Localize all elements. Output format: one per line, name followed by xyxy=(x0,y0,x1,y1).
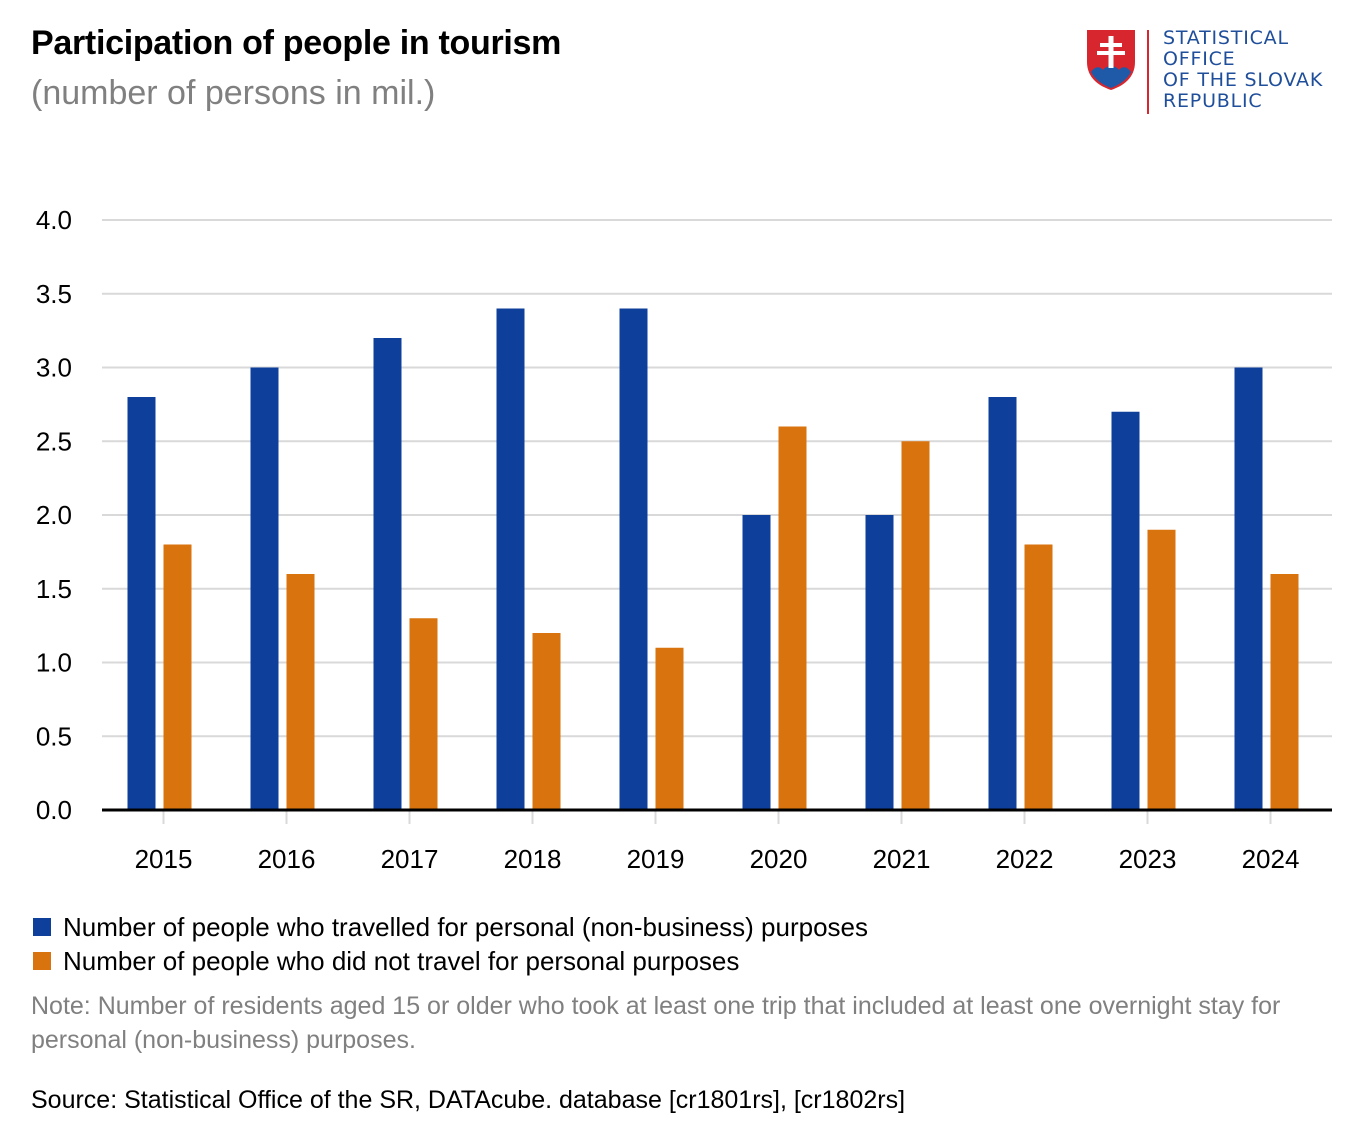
bar-travelled xyxy=(619,308,648,810)
bar-not-travelled xyxy=(1147,529,1176,810)
statistical-office-logo: STATISTICAL OFFICE OF THE SLOVAK REPUBLI… xyxy=(1083,26,1343,118)
y-tick-label: 3.0 xyxy=(36,353,72,383)
y-tick-label: 4.0 xyxy=(36,205,72,235)
x-tick-label: 2016 xyxy=(258,844,316,874)
bar-not-travelled xyxy=(1024,544,1053,810)
chart-subtitle: (number of persons in mil.) xyxy=(31,74,436,112)
y-tick-label: 2.5 xyxy=(36,426,72,456)
y-tick-label: 1.0 xyxy=(36,648,72,678)
logo-text: STATISTICAL OFFICE OF THE SLOVAK REPUBLI… xyxy=(1163,28,1323,112)
y-tick-label: 0.5 xyxy=(36,721,72,751)
y-tick-label: 2.0 xyxy=(36,500,72,530)
bar-travelled xyxy=(496,308,525,810)
y-tick-label: 0.0 xyxy=(36,795,72,825)
bar-travelled xyxy=(127,397,156,810)
bar-travelled xyxy=(1111,411,1140,810)
logo-line: OF THE SLOVAK xyxy=(1163,69,1324,91)
bar-not-travelled xyxy=(286,574,315,810)
y-tick-label: 3.5 xyxy=(36,279,72,309)
y-tick-label: 1.5 xyxy=(36,574,72,604)
bar-not-travelled xyxy=(163,544,192,810)
slovak-coat-of-arms-icon xyxy=(1087,30,1135,90)
bar-travelled xyxy=(742,515,771,810)
bar-travelled xyxy=(865,515,894,810)
logo-line: OFFICE xyxy=(1163,48,1236,70)
bar-chart: 0.0 0.5 1.0 1.5 2.0 2.5 3.0 3.5 4.0 2015 2016 2017 2… xyxy=(36,205,1332,874)
logo-line: STATISTICAL xyxy=(1163,27,1289,49)
bar-not-travelled xyxy=(409,618,438,810)
legend-item-travelled: Number of people who travelled for perso… xyxy=(33,910,868,944)
x-tick-label: 2015 xyxy=(135,844,193,874)
chart-source: Source: Statistical Office of the SR, DA… xyxy=(31,1086,906,1114)
bar-not-travelled xyxy=(1270,574,1299,810)
bar-travelled xyxy=(988,397,1017,810)
chart-legend: Number of people who travelled for perso… xyxy=(33,910,868,978)
bar-not-travelled xyxy=(901,441,930,810)
bar-not-travelled xyxy=(532,633,561,810)
logo-divider xyxy=(1147,30,1149,114)
x-tick-label: 2024 xyxy=(1242,844,1300,874)
bar-not-travelled xyxy=(778,426,807,810)
x-tick-label: 2017 xyxy=(381,844,439,874)
logo-line: REPUBLIC xyxy=(1163,90,1263,112)
legend-label-travelled: Number of people who travelled for perso… xyxy=(63,911,868,942)
legend-swatch-travelled xyxy=(33,918,51,936)
bar-travelled xyxy=(373,338,402,810)
legend-label-not-travelled: Number of people who did not travel for … xyxy=(63,945,740,976)
bar-travelled xyxy=(1234,367,1263,810)
x-tick-label: 2020 xyxy=(750,844,808,874)
x-tick-label: 2019 xyxy=(627,844,685,874)
chart-note: Note: Number of residents aged 15 or old… xyxy=(31,992,1281,1054)
legend-swatch-not-travelled xyxy=(33,952,51,970)
chart-title: Participation of people in tourism xyxy=(31,24,562,62)
legend-item-not-travelled: Number of people who did not travel for … xyxy=(33,944,868,978)
bar-travelled xyxy=(250,367,279,810)
x-tick-label: 2018 xyxy=(504,844,562,874)
x-tick-label: 2023 xyxy=(1119,844,1177,874)
x-tick-label: 2022 xyxy=(996,844,1054,874)
bar-not-travelled xyxy=(655,647,684,810)
x-tick-label: 2021 xyxy=(873,844,931,874)
